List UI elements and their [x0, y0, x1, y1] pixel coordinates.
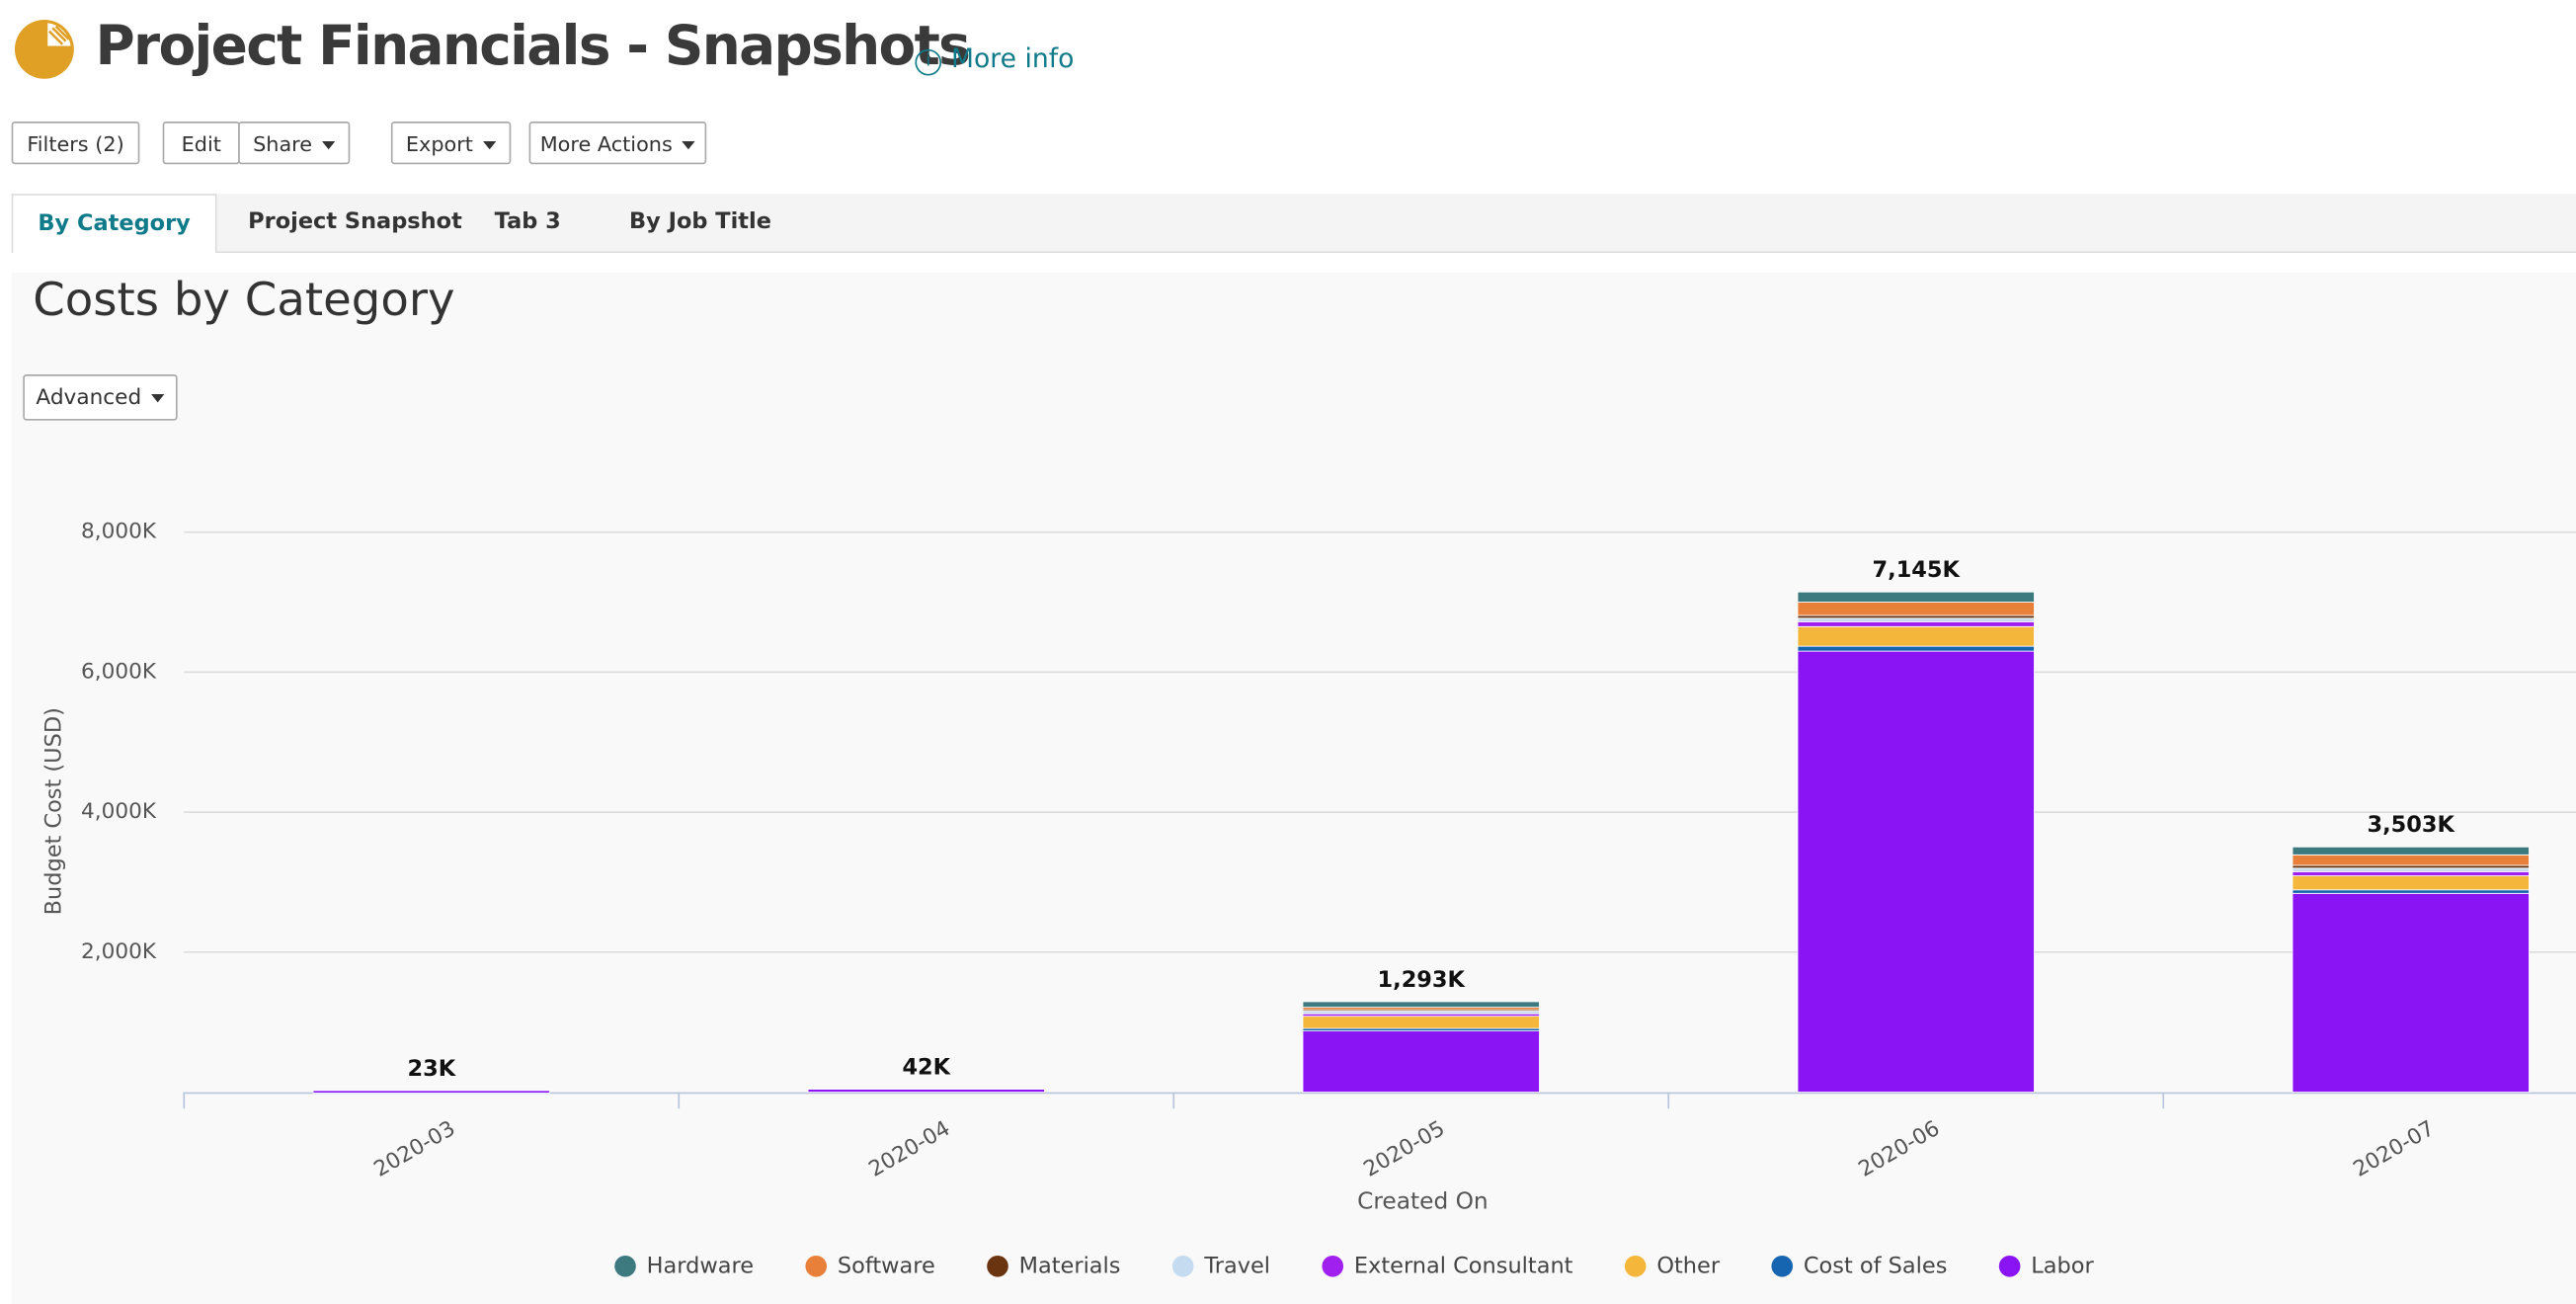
- legend-label: Software: [838, 1253, 935, 1278]
- legend-swatch: [1322, 1255, 1344, 1277]
- chart-title: Costs by Category: [33, 272, 455, 327]
- legend-swatch: [1771, 1255, 1794, 1277]
- bar-segment: [1302, 1001, 1540, 1009]
- y-tick-label: 4,000K: [81, 799, 157, 824]
- bar-segment: [2292, 889, 2530, 894]
- tab[interactable]: By Category: [11, 194, 217, 254]
- legend-label: Other: [1656, 1253, 1720, 1278]
- bar-segment: [2292, 854, 2530, 866]
- legend-label: External Consultant: [1354, 1253, 1573, 1278]
- advanced-button[interactable]: Advanced: [23, 374, 178, 421]
- legend-swatch: [805, 1255, 828, 1277]
- tab[interactable]: Tab 3: [494, 208, 561, 235]
- bar-segment: [1302, 1029, 1540, 1093]
- export-text: Export: [405, 131, 473, 156]
- total-label: 42K: [902, 1054, 951, 1080]
- bar-segment: [2292, 870, 2530, 877]
- app-icon: [14, 19, 74, 79]
- bar-segment: [1797, 625, 2035, 647]
- tab-bar: By Category Project Snapshot Tab 3 By Jo…: [11, 194, 2576, 254]
- x-tick-label: 2020-04: [865, 1116, 955, 1182]
- bar-segment: [1797, 620, 2035, 627]
- total-label: 3,503K: [2368, 812, 2456, 838]
- legend-label: Cost of Sales: [1804, 1253, 1948, 1278]
- x-tick-label: 2020-05: [1360, 1116, 1450, 1182]
- x-axis-title: Created On: [1357, 1187, 1489, 1214]
- bar-segment: [1797, 650, 2035, 1093]
- page-title: Project Financials - Snapshots: [95, 13, 970, 78]
- x-tick-label: 2020-06: [1854, 1116, 1944, 1182]
- legend-label: Labor: [2031, 1253, 2094, 1278]
- tab[interactable]: Project Snapshot: [248, 208, 462, 235]
- legend-swatch: [987, 1255, 1008, 1277]
- bar-segment: [1797, 617, 2035, 622]
- legend-label: Materials: [1019, 1253, 1121, 1278]
- more-info-text: More info: [951, 42, 1075, 74]
- legend-label: Travel: [1203, 1253, 1270, 1278]
- bar-segment: [312, 1090, 550, 1094]
- bar-segment: [807, 1089, 1045, 1093]
- legend-label: Hardware: [647, 1253, 754, 1278]
- total-label: 7,145K: [1873, 557, 1962, 583]
- y-tick-label: 2,000K: [81, 939, 157, 964]
- bar-segment: [1797, 602, 2035, 616]
- more-actions-text: More Actions: [539, 131, 673, 156]
- bar-segment: [2292, 846, 2530, 856]
- bar-segment: [1302, 1015, 1540, 1029]
- bar-segment: [1797, 591, 2035, 603]
- x-tick-label: 2020-03: [370, 1116, 460, 1182]
- bar-segment: [1797, 614, 2035, 619]
- bar-segment: [2292, 892, 2530, 1093]
- more-actions-button[interactable]: More Actions: [528, 122, 707, 165]
- bar-segment: [2292, 875, 2530, 891]
- legend-swatch: [614, 1255, 636, 1277]
- bar-segment: [1797, 645, 2035, 652]
- x-tick-label: 2020-07: [2349, 1116, 2439, 1182]
- bar-segment: [2292, 864, 2530, 869]
- more-info-link[interactable]: i More info: [915, 42, 1075, 76]
- y-tick-label: 8,000K: [81, 520, 157, 544]
- filters-button[interactable]: Filters (2): [11, 122, 140, 165]
- bar-segment: [2292, 867, 2530, 872]
- total-label: 23K: [407, 1056, 456, 1082]
- y-tick-label: 6,000K: [81, 659, 157, 684]
- chart-panel: [11, 272, 2576, 1304]
- tab[interactable]: By Job Title: [629, 208, 771, 235]
- legend-swatch: [1624, 1255, 1647, 1277]
- y-axis-title: Budget Cost (USD): [40, 707, 66, 915]
- share-button[interactable]: Share: [238, 122, 351, 165]
- export-button[interactable]: Export: [390, 122, 512, 165]
- legend-swatch: [1171, 1255, 1194, 1277]
- legend-swatch: [1998, 1255, 2021, 1277]
- total-label: 1,293K: [1378, 967, 1467, 993]
- share-text: Share: [253, 131, 313, 156]
- legend: Hardware Software Materials Travel External …: [614, 1253, 2094, 1278]
- advanced-text: Advanced: [36, 385, 142, 411]
